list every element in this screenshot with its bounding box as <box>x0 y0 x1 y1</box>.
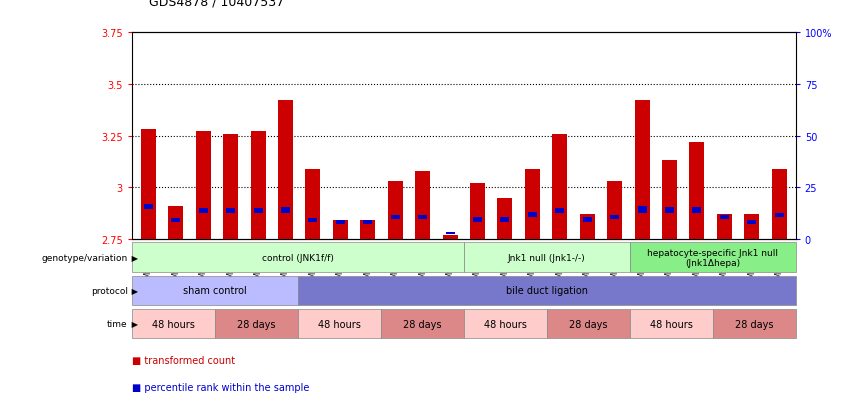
Bar <box>583 218 591 222</box>
Bar <box>223 134 238 240</box>
Bar <box>336 220 345 224</box>
Bar <box>281 208 290 214</box>
Text: GDS4878 / 10407537: GDS4878 / 10407537 <box>149 0 284 8</box>
Text: ■ transformed count: ■ transformed count <box>132 355 235 365</box>
Bar <box>662 161 677 240</box>
Bar <box>665 208 674 214</box>
Bar <box>196 132 211 240</box>
Bar <box>745 215 759 240</box>
Bar <box>552 134 568 240</box>
Text: control (JNK1f/f): control (JNK1f/f) <box>262 253 334 262</box>
Bar <box>333 221 348 240</box>
Bar <box>635 101 649 240</box>
Bar <box>171 218 180 222</box>
Bar <box>747 220 757 224</box>
Bar <box>308 218 317 222</box>
Text: sham control: sham control <box>183 286 247 296</box>
Bar <box>610 216 620 220</box>
Text: 28 days: 28 days <box>403 319 442 329</box>
Bar <box>415 171 431 240</box>
Text: ▶: ▶ <box>129 286 139 295</box>
Bar <box>497 198 512 240</box>
Bar <box>363 220 373 224</box>
Text: bile duct ligation: bile duct ligation <box>505 286 588 296</box>
Bar <box>391 216 400 220</box>
Text: 28 days: 28 days <box>237 319 276 329</box>
Bar <box>720 216 729 220</box>
Bar <box>198 209 208 214</box>
Bar <box>278 101 293 240</box>
Bar <box>525 169 540 240</box>
Bar <box>144 204 153 210</box>
Text: Jnk1 null (Jnk1-/-): Jnk1 null (Jnk1-/-) <box>508 253 585 262</box>
Bar <box>528 213 537 218</box>
Bar <box>388 182 403 240</box>
Bar <box>443 235 458 240</box>
Bar <box>637 207 647 214</box>
Bar <box>500 218 510 222</box>
Bar <box>250 132 266 240</box>
Bar <box>689 142 705 240</box>
Bar <box>774 214 784 218</box>
Bar <box>473 218 482 222</box>
Text: hepatocyte-specific Jnk1 null
(Jnk1Δhepa): hepatocyte-specific Jnk1 null (Jnk1Δhepa… <box>648 248 778 267</box>
Bar <box>693 208 701 214</box>
Bar <box>418 216 427 220</box>
Bar <box>360 221 375 240</box>
Text: genotype/variation: genotype/variation <box>42 253 128 262</box>
Bar <box>607 182 622 240</box>
Text: ▶: ▶ <box>129 319 139 328</box>
Bar <box>254 209 263 214</box>
Text: 28 days: 28 days <box>735 319 774 329</box>
Bar <box>555 209 564 214</box>
Bar <box>168 206 183 240</box>
Bar <box>306 169 321 240</box>
Bar <box>446 233 454 234</box>
Text: ▶: ▶ <box>129 253 139 262</box>
Text: 28 days: 28 days <box>569 319 608 329</box>
Bar <box>470 184 485 240</box>
Bar <box>140 130 156 240</box>
Text: time: time <box>107 319 128 328</box>
Text: 48 hours: 48 hours <box>318 319 361 329</box>
Bar <box>772 169 787 240</box>
Text: ■ percentile rank within the sample: ■ percentile rank within the sample <box>132 382 309 392</box>
Bar <box>226 209 235 214</box>
Text: 48 hours: 48 hours <box>650 319 693 329</box>
Bar <box>717 215 732 240</box>
Text: protocol: protocol <box>91 286 128 295</box>
Text: 48 hours: 48 hours <box>152 319 195 329</box>
Bar <box>580 215 595 240</box>
Text: 48 hours: 48 hours <box>484 319 527 329</box>
